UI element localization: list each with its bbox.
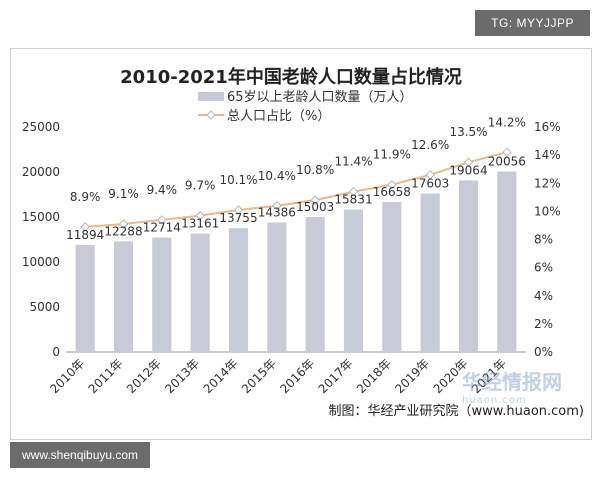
line-point: [118, 219, 129, 229]
y-right-tick-label: 12%: [534, 176, 561, 190]
legend-line-marker: [206, 110, 216, 120]
site-tag: www.shenqibuyu.com: [10, 442, 151, 468]
channel-tag: TG: MYYJJPP: [475, 10, 590, 36]
line-point: [348, 186, 359, 197]
y-right-tick-label: 6%: [534, 261, 553, 275]
x-tick-label: 2017年: [316, 356, 356, 396]
bar: [305, 216, 325, 352]
line-value-label: 11.4%: [334, 155, 372, 169]
bar: [382, 202, 402, 352]
y-right-tick-label: 14%: [534, 148, 561, 162]
legend-line-label: 总人口占比（%）: [227, 109, 330, 124]
bar-value-label: 13755: [219, 211, 257, 225]
line-value-label: 11.9%: [373, 148, 411, 162]
bar: [75, 244, 95, 352]
bar: [113, 241, 134, 352]
line-value-label: 14.2%: [488, 115, 526, 129]
line-value-label: 10.1%: [219, 173, 257, 187]
bar: [343, 209, 364, 352]
bar-value-label: 11894: [66, 228, 104, 242]
watermark: 华经情报网 huaon.com: [462, 366, 562, 406]
bar: [228, 228, 249, 352]
line-value-label: 9.1%: [108, 187, 139, 201]
bar-value-label: 13161: [181, 217, 219, 231]
y-left-tick-label: 0: [52, 345, 60, 359]
data-labels: 11894 12288 12714 13161 13755 14386 1500315831…: [66, 115, 526, 242]
x-tick-label: 2012年: [124, 356, 164, 396]
x-tick-label: 2011年: [86, 356, 126, 396]
y-left-tick-label: 25000: [22, 120, 60, 134]
line-value-label: 9.7%: [185, 179, 216, 193]
y-right-tick-label: 8%: [534, 233, 553, 247]
line-path: [85, 151, 508, 228]
line-value-label: 12.6%: [411, 138, 449, 152]
watermark-main: 华经情报网: [462, 370, 562, 394]
bar-value-label: 17603: [411, 177, 449, 191]
bar-value-label: 14386: [258, 206, 296, 220]
x-tick-label: 2013年: [162, 356, 202, 396]
y-left-tick-label: 15000: [22, 210, 60, 224]
y-right-tick-label: 2%: [534, 317, 553, 331]
line-value-label: 10.4%: [258, 169, 296, 183]
bar-value-label: 12714: [143, 221, 181, 235]
x-tick-label: 2014年: [201, 356, 241, 396]
legend-bar-swatch: [198, 92, 224, 101]
x-tick-label: 2015年: [239, 356, 279, 396]
bars: [75, 171, 517, 352]
y-right-tick-label: 10%: [534, 204, 561, 218]
line-point: [233, 205, 244, 215]
y-left-tick-label: 5000: [29, 300, 60, 314]
bar: [152, 237, 172, 352]
line-series: [80, 147, 512, 232]
watermark-sub: huaon.com: [462, 395, 527, 406]
bar-value-label: 15831: [334, 193, 372, 207]
y-right-tick-label: 0%: [534, 345, 553, 359]
x-tick-label: 2019年: [392, 356, 432, 396]
y-right-tick-label: 16%: [534, 120, 561, 134]
line-value-label: 9.4%: [147, 183, 178, 197]
bar-value-label: 15003: [296, 200, 334, 214]
y-left-tick-label: 20000: [22, 165, 60, 179]
x-tick-label: 2016年: [277, 356, 317, 396]
line-point: [195, 210, 205, 221]
line-point: [463, 157, 474, 167]
line-value-label: 13.5%: [449, 125, 487, 139]
legend: 65岁以上老龄人口数量（万人） 总人口占比（%）: [198, 90, 413, 124]
bar-value-label: 19064: [449, 163, 487, 177]
chart-svg: 2010-2021年中国老龄人口数量占比情况 65岁以上老龄人口数量（万人） 总…: [22, 66, 561, 396]
legend-bar-label: 65岁以上老龄人口数量（万人）: [227, 90, 413, 105]
chart-title: 2010-2021年中国老龄人口数量占比情况: [120, 66, 462, 88]
line-point: [387, 179, 397, 190]
x-tick-label: 2018年: [354, 356, 394, 396]
bar: [190, 233, 210, 352]
bar: [458, 180, 479, 352]
chart-card: 2010-2021年中国老龄人口数量占比情况 65岁以上老龄人口数量（万人） 总…: [10, 48, 592, 440]
source-credit: 制图：华经产业研究院（www.huaon.com): [328, 404, 584, 419]
line-point: [502, 147, 512, 158]
bar-value-label: 16658: [373, 185, 411, 199]
bar-value-label: 20056: [488, 154, 526, 168]
line-point: [425, 170, 435, 180]
bar-value-label: 12288: [104, 224, 142, 238]
y-right-tick-label: 4%: [534, 289, 553, 303]
bar: [267, 222, 287, 352]
line-point: [272, 201, 282, 211]
bar: [497, 171, 517, 352]
line-value-label: 8.9%: [70, 190, 101, 204]
line-point: [157, 215, 167, 225]
line-point: [80, 222, 90, 232]
x-tick-label: 2010年: [47, 356, 87, 396]
y-left-tick-label: 10000: [22, 255, 60, 269]
axes: 0 5000 10000 15000 20000 25000 0% 2% 4% 6% 8% 10% 12…: [22, 120, 561, 396]
bar: [420, 193, 440, 352]
line-value-label: 10.8%: [296, 163, 334, 177]
line-point: [310, 195, 320, 205]
